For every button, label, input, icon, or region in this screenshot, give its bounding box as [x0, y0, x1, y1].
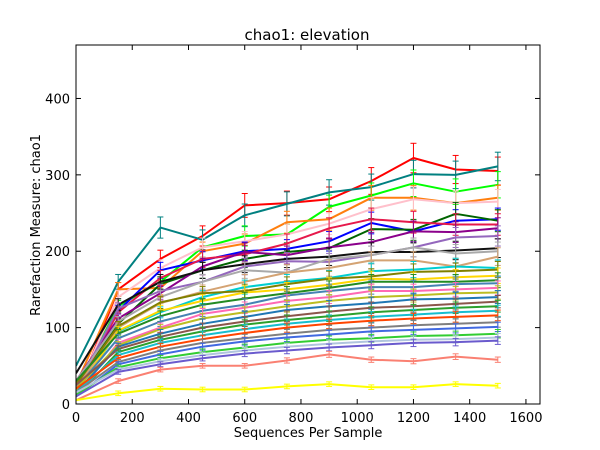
x-tick-label: 1400 — [453, 411, 486, 426]
x-tick-label: 800 — [289, 411, 314, 426]
x-tick-label: 1200 — [397, 411, 430, 426]
x-tick-label: 600 — [232, 411, 257, 426]
y-tick-label: 100 — [45, 322, 70, 337]
y-tick-label: 0 — [62, 398, 70, 413]
x-tick-label: 0 — [72, 411, 80, 426]
x-axis-ticks: 0 200 400 600 800 1000 1200 1400 1600 — [72, 45, 542, 426]
y-tick-label: 300 — [45, 169, 70, 184]
series-layer — [76, 142, 501, 402]
plot-frame — [75, 44, 541, 405]
x-tick-label: 1600 — [509, 411, 542, 426]
x-tick-label: 200 — [120, 411, 145, 426]
chart-title: chao1: elevation — [245, 26, 370, 44]
x-tick-label: 400 — [176, 411, 201, 426]
y-axis-ticks: 0 100 200 300 400 — [45, 92, 540, 413]
y-tick-label: 200 — [45, 245, 70, 260]
x-axis-title: Sequences Per Sample — [234, 426, 383, 441]
x-tick-label: 1000 — [341, 411, 374, 426]
y-axis-title: Rarefaction Measure: chao1 — [29, 134, 44, 316]
y-tick-label: 400 — [45, 92, 70, 107]
